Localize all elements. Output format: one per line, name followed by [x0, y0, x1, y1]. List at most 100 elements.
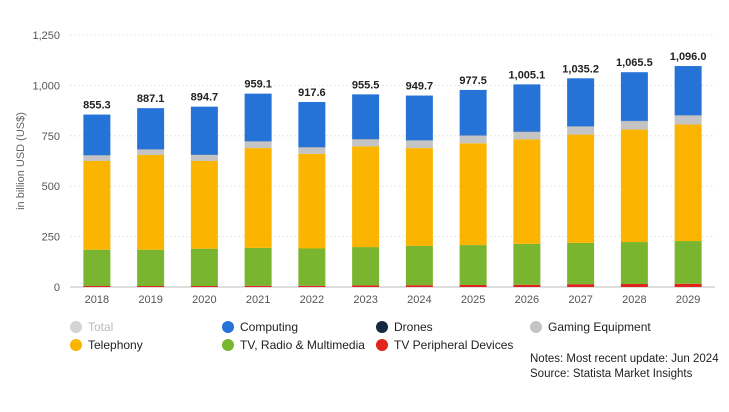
x-tick-label-2018: 2018 [85, 294, 109, 306]
notes-update: Notes: Most recent update: Jun 2024 [530, 353, 719, 365]
x-tick-label-2023: 2023 [353, 294, 377, 306]
x-tick-label-2026: 2026 [515, 294, 539, 306]
legend-swatch-computing [222, 321, 234, 333]
total-label-2025: 977.5 [459, 75, 487, 87]
bar-segment-telephony-2025 [459, 143, 487, 246]
bar-segment-telephony-2023 [352, 146, 380, 248]
legend-swatch-total [70, 321, 82, 333]
bar-segment-tv-radio-multimedia-2021 [244, 247, 272, 286]
y-tick-label-750: 750 [42, 131, 60, 143]
bar-segment-tv-peripheral-devices-2019 [137, 285, 165, 287]
bar-segment-tv-radio-multimedia-2028 [620, 242, 648, 284]
bar-segment-tv-radio-multimedia-2024 [405, 245, 433, 286]
bar-segment-tv-peripheral-devices-2025 [459, 284, 487, 287]
legend-item-telephony[interactable]: Telephony [70, 336, 143, 354]
legend-swatch-tv-peripheral-devices [376, 339, 388, 351]
total-label-2029: 1,096.0 [670, 51, 707, 63]
bar-segment-tv-radio-multimedia-2029 [674, 241, 702, 284]
bar-segment-gaming-equipment-2025 [459, 135, 487, 144]
y-tick-label-1000: 1,000 [32, 80, 60, 92]
bar-segment-tv-radio-multimedia-2019 [137, 249, 165, 286]
notes-source: Source: Statista Market Insights [530, 368, 693, 380]
legend-swatch-tv-radio-multimedia [222, 339, 234, 351]
bar-segment-tv-radio-multimedia-2022 [298, 248, 326, 286]
total-label-2022: 917.6 [298, 87, 326, 99]
bar-segment-computing-2028 [620, 72, 648, 121]
legend-label-computing: Computing [240, 320, 299, 334]
bar-segment-tv-peripheral-devices-2021 [244, 285, 272, 287]
bar-segment-gaming-equipment-2023 [352, 139, 380, 147]
bar-segment-gaming-equipment-2026 [513, 131, 541, 140]
bar-segment-telephony-2026 [513, 139, 541, 244]
bar-segment-gaming-equipment-2018 [83, 155, 111, 161]
total-label-2021: 959.1 [244, 79, 272, 91]
bar-segment-tv-peripheral-devices-2029 [674, 283, 702, 287]
bar-segment-telephony-2027 [567, 134, 595, 243]
bar-segment-computing-2024 [405, 95, 433, 141]
bar-segment-telephony-2020 [190, 161, 218, 249]
bar-segment-tv-radio-multimedia-2027 [567, 242, 595, 285]
bar-segment-tv-radio-multimedia-2025 [459, 245, 487, 285]
bar-segment-telephony-2018 [83, 161, 111, 250]
bar-segment-tv-radio-multimedia-2026 [513, 243, 541, 285]
legend-item-tv-radio-multimedia[interactable]: TV, Radio & Multimedia [222, 336, 365, 354]
bar-segment-tv-radio-multimedia-2023 [352, 247, 380, 286]
bar-segment-telephony-2029 [674, 124, 702, 242]
bar-segment-computing-2026 [513, 84, 541, 132]
y-tick-label-500: 500 [42, 181, 60, 193]
total-label-2027: 1,035.2 [562, 63, 599, 75]
bar-segment-tv-peripheral-devices-2027 [567, 284, 595, 287]
bar-segment-gaming-equipment-2028 [620, 121, 648, 130]
x-tick-label-2025: 2025 [461, 294, 485, 306]
total-label-2023: 955.5 [352, 79, 380, 91]
legend-label-gaming-equipment: Gaming Equipment [548, 320, 651, 334]
bar-segment-computing-2021 [244, 93, 272, 142]
legend-item-total[interactable]: Total [70, 318, 113, 336]
bar-segment-computing-2019 [137, 108, 165, 150]
y-tick-label-1250: 1,250 [32, 30, 60, 42]
total-label-2018: 855.3 [83, 100, 111, 112]
bar-segment-computing-2022 [298, 102, 326, 148]
legend-item-gaming-equipment[interactable]: Gaming Equipment [530, 318, 651, 336]
x-tick-label-2021: 2021 [246, 294, 270, 306]
legend-swatch-gaming-equipment [530, 321, 542, 333]
bar-segment-gaming-equipment-2022 [298, 147, 326, 154]
legend: Total Computing Drones Gaming Equipment … [0, 318, 729, 358]
bar-segment-tv-peripheral-devices-2020 [190, 285, 218, 287]
bar-segment-telephony-2022 [298, 153, 326, 249]
bar-segment-gaming-equipment-2019 [137, 149, 165, 155]
x-tick-label-2022: 2022 [300, 294, 324, 306]
bar-segment-telephony-2028 [620, 129, 648, 243]
bar-segment-gaming-equipment-2021 [244, 141, 272, 149]
bar-segment-tv-peripheral-devices-2022 [298, 285, 326, 287]
legend-item-drones[interactable]: Drones [376, 318, 433, 336]
bar-segment-gaming-equipment-2029 [674, 115, 702, 125]
x-tick-label-2029: 2029 [676, 294, 700, 306]
total-label-2020: 894.7 [191, 92, 219, 104]
bar-segment-gaming-equipment-2024 [405, 140, 433, 149]
x-tick-label-2020: 2020 [192, 294, 216, 306]
legend-label-telephony: Telephony [88, 338, 143, 352]
total-label-2019: 887.1 [137, 93, 165, 105]
total-label-2028: 1,065.5 [616, 57, 653, 69]
legend-item-tv-peripheral-devices[interactable]: TV Peripheral Devices [376, 336, 513, 354]
x-tick-label-2024: 2024 [407, 294, 431, 306]
chart-notes: Notes: Most recent update: Jun 2024 Sour… [530, 352, 719, 382]
bar-segment-computing-2018 [83, 114, 111, 156]
total-label-2026: 1,005.1 [509, 69, 546, 81]
y-tick-label-0: 0 [54, 282, 60, 294]
bar-segment-tv-peripheral-devices-2024 [405, 285, 433, 287]
legend-label-tv-peripheral-devices: TV Peripheral Devices [394, 338, 514, 352]
bar-segment-telephony-2024 [405, 148, 433, 246]
bar-segment-tv-peripheral-devices-2028 [620, 283, 648, 287]
x-tick-label-2027: 2027 [568, 294, 592, 306]
bar-segment-computing-2020 [190, 106, 218, 155]
bar-segment-computing-2029 [674, 66, 702, 116]
y-tick-label-250: 250 [42, 232, 60, 244]
legend-item-computing[interactable]: Computing [222, 318, 298, 336]
bar-segment-gaming-equipment-2027 [567, 126, 595, 135]
y-axis-title: in billion USD (US$) [15, 112, 27, 210]
bar-segment-computing-2023 [352, 94, 380, 140]
bar-segment-tv-radio-multimedia-2018 [83, 249, 111, 286]
